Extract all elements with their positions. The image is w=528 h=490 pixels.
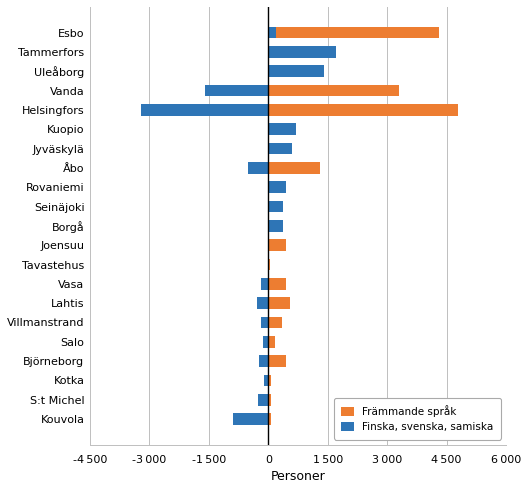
Bar: [268, 317, 282, 328]
Bar: [268, 220, 278, 232]
Bar: [265, 375, 268, 386]
Bar: [268, 259, 270, 270]
Bar: [268, 104, 458, 116]
Bar: [263, 336, 268, 347]
Bar: [268, 297, 290, 309]
Bar: [268, 181, 276, 193]
Bar: [268, 27, 439, 38]
Bar: [268, 201, 284, 212]
Bar: [268, 240, 286, 251]
Bar: [268, 394, 271, 406]
Bar: [261, 278, 268, 290]
Bar: [205, 85, 268, 97]
Bar: [142, 104, 268, 116]
Bar: [233, 413, 268, 425]
Bar: [268, 46, 308, 58]
Bar: [268, 143, 292, 154]
Bar: [268, 336, 275, 347]
Bar: [258, 394, 268, 406]
Bar: [268, 181, 286, 193]
X-axis label: Personer: Personer: [270, 470, 325, 483]
Bar: [268, 355, 286, 367]
Bar: [268, 375, 271, 386]
Bar: [257, 297, 268, 309]
Bar: [249, 162, 268, 173]
Legend: Främmande språk, Finska, svenska, samiska: Främmande språk, Finska, svenska, samisk…: [334, 398, 501, 440]
Bar: [268, 123, 292, 135]
Bar: [261, 317, 268, 328]
Bar: [268, 66, 324, 77]
Bar: [268, 143, 288, 154]
Bar: [268, 259, 269, 270]
Bar: [268, 220, 284, 232]
Bar: [268, 413, 271, 425]
Bar: [268, 201, 278, 212]
Bar: [268, 278, 286, 290]
Bar: [268, 27, 276, 38]
Bar: [268, 85, 399, 97]
Bar: [268, 123, 296, 135]
Bar: [268, 46, 336, 58]
Bar: [268, 162, 320, 173]
Bar: [259, 355, 268, 367]
Bar: [268, 66, 296, 77]
